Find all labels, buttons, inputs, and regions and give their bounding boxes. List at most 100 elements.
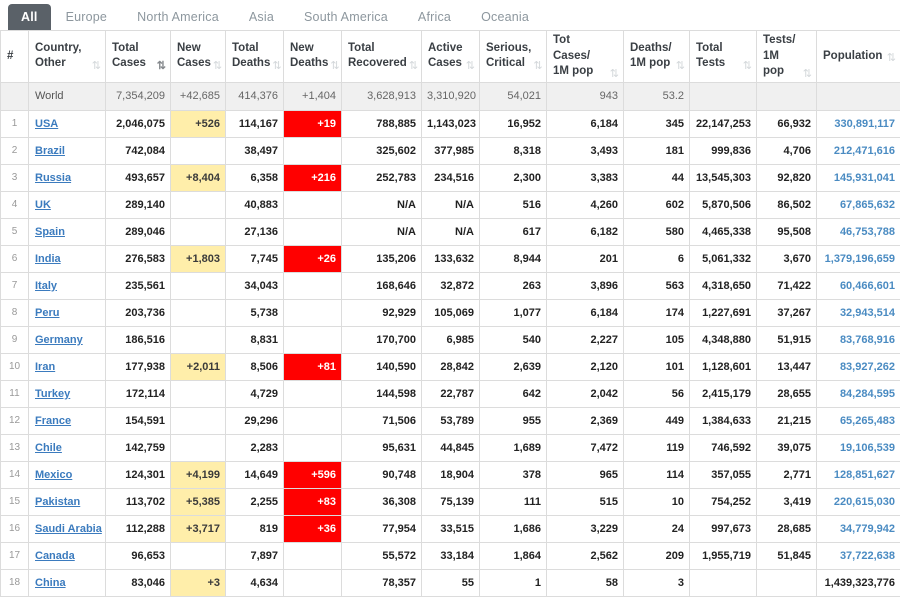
column-header-population[interactable]: Population⇅ bbox=[817, 31, 900, 83]
country-link[interactable]: Iran bbox=[35, 361, 55, 373]
cell-cases-per-1m: 965 bbox=[547, 461, 624, 488]
tab-oceania[interactable]: Oceania bbox=[466, 4, 544, 30]
cell-deaths-per-1m: 174 bbox=[624, 299, 690, 326]
column-header-total-tests[interactable]: Total Tests⇅ bbox=[690, 31, 757, 83]
cell-cases-per-1m: 4,260 bbox=[547, 191, 624, 218]
sort-icon: ⇅ bbox=[270, 61, 281, 72]
cell-new-cases: +5,385 bbox=[171, 488, 226, 515]
cell-deaths-per-1m: 181 bbox=[624, 137, 690, 164]
sort-icon: ⇅ bbox=[885, 53, 896, 64]
tab-all[interactable]: All bbox=[8, 4, 51, 30]
tab-europe[interactable]: Europe bbox=[51, 4, 123, 30]
country-link[interactable]: Turkey bbox=[35, 388, 70, 400]
column-header-new-cases[interactable]: New Cases⇅ bbox=[171, 31, 226, 83]
country-link[interactable]: Germany bbox=[35, 334, 83, 346]
cell-tests-per-1m bbox=[757, 82, 817, 110]
cell-serious-critical: 2,639 bbox=[480, 353, 547, 380]
cell-cases-per-1m: 2,369 bbox=[547, 407, 624, 434]
country-link[interactable]: Russia bbox=[35, 172, 71, 184]
cell-total-recovered: 140,590 bbox=[342, 353, 422, 380]
column-header-total-cases[interactable]: Total Cases⇅ bbox=[106, 31, 171, 83]
tab-north-america[interactable]: North America bbox=[122, 4, 234, 30]
cell-rank: 10 bbox=[1, 353, 29, 380]
column-header-tests-1m-pop[interactable]: Tests/ 1M pop⇅ bbox=[757, 31, 817, 83]
cell-new-deaths bbox=[284, 137, 342, 164]
cell-serious-critical: 955 bbox=[480, 407, 547, 434]
country-link[interactable]: Spain bbox=[35, 226, 65, 238]
population-link[interactable]: 145,931,041 bbox=[834, 172, 895, 184]
population-link[interactable]: 60,466,601 bbox=[840, 280, 895, 292]
cell-serious-critical: 1,689 bbox=[480, 434, 547, 461]
cell-total-deaths: 414,376 bbox=[226, 82, 284, 110]
cell-deaths-per-1m: 105 bbox=[624, 326, 690, 353]
cell-total-cases: 7,354,209 bbox=[106, 82, 171, 110]
column-label: New Cases bbox=[177, 41, 211, 72]
cell-population: 83,927,262 bbox=[817, 353, 900, 380]
cell-total-tests: 5,061,332 bbox=[690, 245, 757, 272]
tab-south-america[interactable]: South America bbox=[289, 4, 403, 30]
cell-population: 330,891,117 bbox=[817, 110, 900, 137]
cell-country: Iran bbox=[29, 353, 106, 380]
cell-rank: 9 bbox=[1, 326, 29, 353]
population-link[interactable]: 65,265,483 bbox=[840, 415, 895, 427]
cell-population bbox=[817, 82, 900, 110]
cell-population: 65,265,483 bbox=[817, 407, 900, 434]
cell-rank: 7 bbox=[1, 272, 29, 299]
column-header-serious-critical[interactable]: Serious, Critical⇅ bbox=[480, 31, 547, 83]
cell-tests-per-1m: 2,771 bbox=[757, 461, 817, 488]
sort-icon: ⇅ bbox=[328, 61, 339, 72]
cell-rank: 5 bbox=[1, 218, 29, 245]
country-link[interactable]: Pakistan bbox=[35, 496, 80, 508]
population-link[interactable]: 37,722,638 bbox=[840, 550, 895, 562]
population-link[interactable]: 19,106,539 bbox=[840, 442, 895, 454]
cell-total-recovered: 92,929 bbox=[342, 299, 422, 326]
country-link[interactable]: Canada bbox=[35, 550, 75, 562]
country-link[interactable]: USA bbox=[35, 118, 58, 130]
column-header-total-deaths[interactable]: Total Deaths⇅ bbox=[226, 31, 284, 83]
column-header-active-cases[interactable]: Active Cases⇅ bbox=[422, 31, 480, 83]
country-link[interactable]: China bbox=[35, 577, 66, 589]
cell-new-cases bbox=[171, 191, 226, 218]
population-link[interactable]: 83,768,916 bbox=[840, 334, 895, 346]
column-header-total-recovered[interactable]: Total Recovered⇅ bbox=[342, 31, 422, 83]
population-link[interactable]: 212,471,616 bbox=[834, 145, 895, 157]
cell-new-deaths: +19 bbox=[284, 110, 342, 137]
cell-total-deaths: 27,136 bbox=[226, 218, 284, 245]
population-link[interactable]: 32,943,514 bbox=[840, 307, 895, 319]
cell-serious-critical: 540 bbox=[480, 326, 547, 353]
tab-asia[interactable]: Asia bbox=[234, 4, 289, 30]
column-header-new-deaths[interactable]: New Deaths⇅ bbox=[284, 31, 342, 83]
population-link[interactable]: 330,891,117 bbox=[834, 118, 895, 130]
population-link[interactable]: 128,851,627 bbox=[834, 469, 895, 481]
population-link[interactable]: 1,379,196,659 bbox=[825, 253, 895, 265]
cell-total-deaths: 8,831 bbox=[226, 326, 284, 353]
country-link[interactable]: India bbox=[35, 253, 61, 265]
country-link[interactable]: Saudi Arabia bbox=[35, 523, 102, 535]
country-link[interactable]: Mexico bbox=[35, 469, 72, 481]
population-link[interactable]: 83,927,262 bbox=[840, 361, 895, 373]
cell-country: UK bbox=[29, 191, 106, 218]
population-link[interactable]: 84,284,595 bbox=[840, 388, 895, 400]
country-link[interactable]: Peru bbox=[35, 307, 59, 319]
cell-new-deaths bbox=[284, 542, 342, 569]
country-link[interactable]: Chile bbox=[35, 442, 62, 454]
column-header-deaths-1m-pop[interactable]: Deaths/ 1M pop⇅ bbox=[624, 31, 690, 83]
column-header-tot-cases-1m-pop[interactable]: Tot Cases/ 1M pop⇅ bbox=[547, 31, 624, 83]
country-link[interactable]: UK bbox=[35, 199, 51, 211]
population-link[interactable]: 220,615,030 bbox=[834, 496, 895, 508]
column-header-country-other[interactable]: Country, Other⇅ bbox=[29, 31, 106, 83]
cell-total-cases: 142,759 bbox=[106, 434, 171, 461]
country-link[interactable]: Italy bbox=[35, 280, 57, 292]
population-link[interactable]: 34,779,942 bbox=[840, 523, 895, 535]
cell-active-cases: 32,872 bbox=[422, 272, 480, 299]
population-link[interactable]: 67,865,632 bbox=[840, 199, 895, 211]
cell-total-recovered: N/A bbox=[342, 191, 422, 218]
cell-serious-critical: 617 bbox=[480, 218, 547, 245]
tab-africa[interactable]: Africa bbox=[403, 4, 466, 30]
country-link[interactable]: Brazil bbox=[35, 145, 65, 157]
cell-population: 1,379,196,659 bbox=[817, 245, 900, 272]
population-link[interactable]: 46,753,788 bbox=[840, 226, 895, 238]
country-link[interactable]: France bbox=[35, 415, 71, 427]
